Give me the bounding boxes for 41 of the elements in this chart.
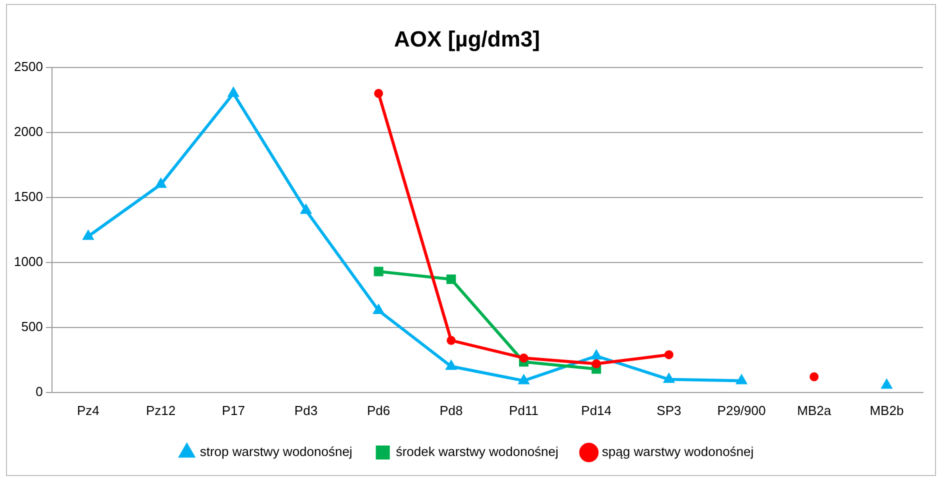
legend-label: środek warstwy wodonośnej (396, 444, 559, 460)
x-tick-label: Pz4 (77, 402, 100, 418)
y-tick-label: 1000 (14, 254, 43, 269)
point (592, 359, 601, 368)
point (664, 350, 674, 360)
point (374, 266, 384, 276)
y-tick-label: 2000 (14, 124, 43, 139)
point (228, 86, 240, 97)
x-tick-label: Pd3 (294, 402, 318, 418)
legend-label: spąg warstwy wodonośnej (602, 444, 754, 460)
point (372, 304, 384, 314)
point (445, 360, 457, 370)
legend-label: strop warstwy wodonośnej (200, 444, 352, 460)
point (590, 350, 602, 360)
x-tick-label: Pd6 (367, 402, 390, 418)
x-tick-label: Pd8 (440, 402, 463, 418)
y-tick-label: 0 (36, 384, 43, 399)
x-tick-label: SP3 (656, 402, 682, 418)
point (881, 378, 892, 389)
y-tick-label: 500 (21, 318, 43, 334)
point (663, 372, 675, 383)
point (155, 178, 166, 188)
point (446, 336, 456, 345)
point (810, 372, 819, 382)
x-tick-label: MB2b (870, 402, 904, 418)
point (82, 230, 94, 240)
point (736, 374, 748, 384)
y-tick-label: 2500 (14, 58, 43, 74)
point (300, 204, 312, 214)
x-tick-label: P29/900 (717, 402, 766, 418)
y-tick-label: 1500 (14, 188, 43, 204)
x-tick-label: P17 (222, 402, 245, 418)
point (446, 274, 456, 284)
point (374, 88, 384, 98)
chart-title: AOX [µg/dm3] (394, 26, 540, 52)
x-tick-label: Pz12 (146, 402, 176, 418)
point (518, 374, 530, 384)
x-tick-label: MB2a (797, 402, 832, 418)
point (519, 353, 528, 362)
x-tick-label: Pd14 (581, 402, 612, 418)
x-tick-label: Pd11 (509, 402, 538, 418)
